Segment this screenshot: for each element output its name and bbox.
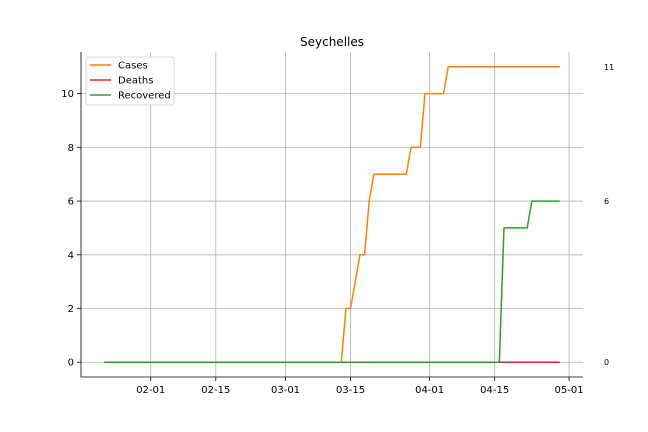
y-tick-label: 6 xyxy=(68,197,74,208)
y-tick-label: 4 xyxy=(68,250,74,261)
y-tick-label: 8 xyxy=(68,143,74,154)
x-tick-label: 05-01 xyxy=(555,385,584,396)
series-line-recovered xyxy=(104,200,560,363)
x-tick-label: 04-15 xyxy=(480,385,509,396)
legend-box xyxy=(85,56,175,106)
legend-label-cases: Cases xyxy=(118,61,148,72)
x-tick-label: 03-15 xyxy=(336,385,365,396)
y-axis-ticks: 0 2 4 6 8 10 xyxy=(61,89,81,369)
y-tick-label: 10 xyxy=(61,89,74,100)
grid xyxy=(81,52,583,377)
series-layer xyxy=(104,66,560,363)
x-tick-label: 03-01 xyxy=(271,385,300,396)
chart-title: Seychelles xyxy=(300,35,364,49)
series-line-cases xyxy=(104,66,560,363)
end-value-label: 6 xyxy=(604,197,609,206)
y-tick-label: 0 xyxy=(68,358,74,369)
legend-label-deaths: Deaths xyxy=(118,76,153,87)
x-tick-label: 04-01 xyxy=(415,385,444,396)
x-tick-label: 02-15 xyxy=(201,385,230,396)
legend: Cases Deaths Recovered xyxy=(85,56,175,106)
axes xyxy=(80,52,583,378)
end-labels: 11 6 0 xyxy=(604,63,614,367)
end-value-label: 11 xyxy=(604,63,614,72)
x-axis-ticks: 02-01 02-15 03-01 03-15 04-01 04-15 05-01 xyxy=(136,377,584,396)
x-tick-label: 02-01 xyxy=(136,385,165,396)
end-value-label: 0 xyxy=(604,358,609,367)
y-tick-label: 2 xyxy=(68,304,74,315)
legend-label-recovered: Recovered xyxy=(118,91,171,102)
